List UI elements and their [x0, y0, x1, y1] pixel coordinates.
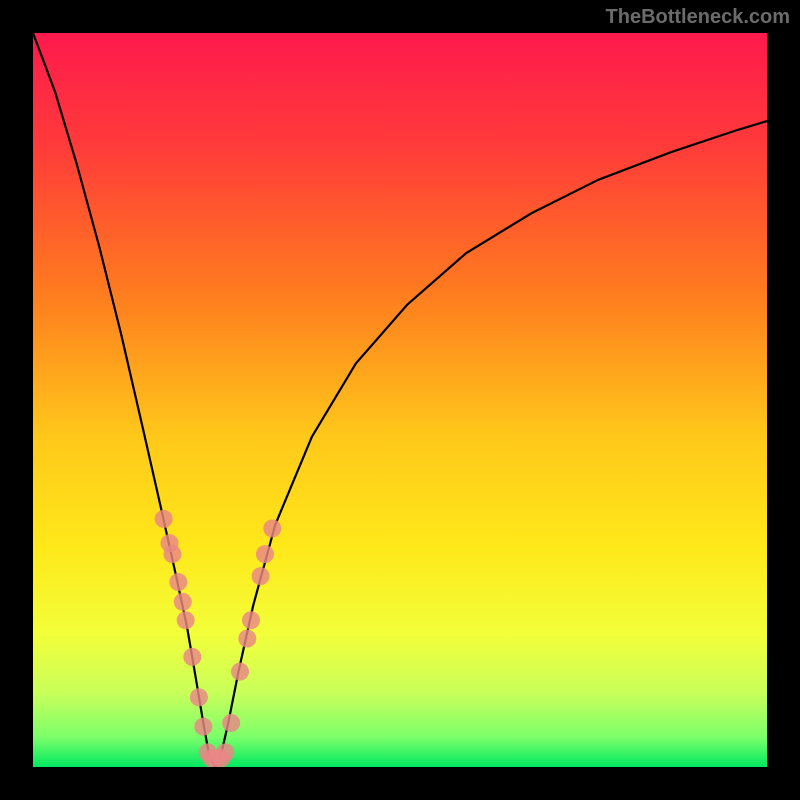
watermark-text: TheBottleneck.com [606, 6, 790, 29]
marker-dot [194, 718, 212, 736]
marker-dot [231, 663, 249, 681]
marker-dot [216, 743, 234, 761]
marker-dot [263, 519, 281, 537]
marker-dot [163, 545, 181, 563]
marker-dot [169, 573, 187, 591]
marker-dot [256, 545, 274, 563]
marker-dot [238, 630, 256, 648]
marker-dot [252, 567, 270, 585]
valley-curve [33, 33, 767, 767]
marker-dot [242, 611, 260, 629]
plot-area [33, 33, 767, 767]
marker-dot [222, 714, 240, 732]
marker-dot [183, 648, 201, 666]
chart-svg [33, 33, 767, 767]
marker-group [155, 510, 282, 767]
marker-dot [174, 593, 192, 611]
marker-dot [155, 510, 173, 528]
marker-dot [177, 611, 195, 629]
marker-dot [190, 688, 208, 706]
